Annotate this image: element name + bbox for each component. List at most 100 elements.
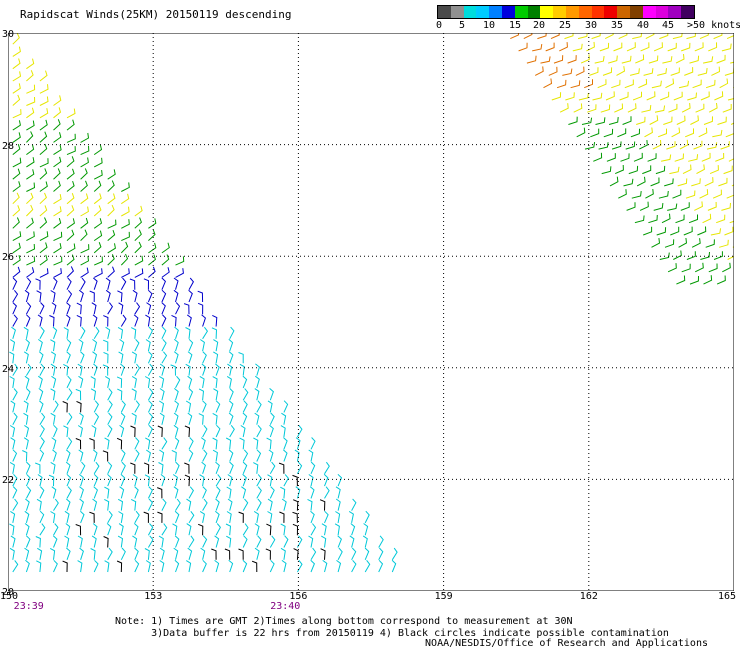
wind-barb xyxy=(116,437,123,450)
latitude-label: 30 xyxy=(2,29,15,40)
wind-barb xyxy=(253,510,259,523)
wind-barb xyxy=(120,473,126,487)
wind-barb xyxy=(26,267,35,278)
wind-barb xyxy=(703,116,713,125)
wind-barb xyxy=(173,277,179,290)
wind-barb xyxy=(682,164,692,175)
wind-barb xyxy=(280,486,286,499)
wind-barb xyxy=(660,154,672,162)
credit-line: NOAA/NESDIS/Office of Research and Appli… xyxy=(425,638,708,649)
wind-barb xyxy=(197,290,204,303)
wind-barb xyxy=(143,462,150,474)
wind-barb xyxy=(691,238,701,248)
wind-barb xyxy=(256,400,262,413)
wind-barb xyxy=(625,141,636,150)
wind-barb xyxy=(295,437,301,450)
wind-barb xyxy=(148,266,156,278)
longitude-label: 159 xyxy=(434,591,453,602)
wind-barb xyxy=(629,68,640,76)
wind-barb xyxy=(77,363,83,376)
colorbar-swatch xyxy=(629,6,643,18)
wind-barb xyxy=(9,523,15,536)
wind-barb xyxy=(23,437,29,450)
wind-barb xyxy=(157,511,163,523)
wind-barb xyxy=(201,461,206,474)
wind-barb xyxy=(200,437,206,450)
wind-barb xyxy=(53,277,58,290)
wind-barb xyxy=(130,327,137,339)
wind-barb xyxy=(228,338,234,352)
longitude-label: 162 xyxy=(579,591,598,602)
wind-barb xyxy=(92,523,98,536)
wind-barb xyxy=(213,388,219,401)
wind-barb xyxy=(66,168,75,180)
wind-barb xyxy=(133,523,139,536)
wind-barb xyxy=(148,254,156,266)
map-grid xyxy=(8,33,734,591)
wind-barb xyxy=(38,388,44,401)
wind-barb xyxy=(292,474,298,487)
wind-barb xyxy=(696,164,705,175)
wind-barb xyxy=(147,388,154,401)
wind-barb xyxy=(713,251,723,260)
wind-barb xyxy=(161,498,167,511)
wind-barb xyxy=(107,180,115,192)
map-title: Rapidscat Winds(25KM) 20150119 descendin… xyxy=(20,8,292,21)
wind-barb xyxy=(212,314,218,327)
wind-barb xyxy=(158,535,164,548)
wind-barb xyxy=(107,219,117,229)
colorbar-swatch xyxy=(553,6,566,18)
wind-barb xyxy=(9,461,15,474)
wind-barb xyxy=(686,33,697,40)
wind-barb xyxy=(292,511,298,523)
wind-barb xyxy=(320,548,326,560)
wind-barb xyxy=(570,80,581,89)
wind-barb xyxy=(684,67,694,76)
wind-barb xyxy=(671,127,681,138)
wind-barb xyxy=(161,302,166,315)
wind-barb xyxy=(335,511,341,523)
wind-barb xyxy=(12,449,18,462)
wind-barb xyxy=(79,547,84,560)
wind-barb xyxy=(310,559,315,573)
wind-barb xyxy=(159,388,165,401)
wind-barb xyxy=(89,511,95,523)
wind-barb xyxy=(675,54,685,64)
wind-barb xyxy=(26,131,34,143)
wind-barb xyxy=(92,277,98,290)
wind-barb xyxy=(664,239,675,248)
wind-barb xyxy=(50,363,56,376)
wind-barb xyxy=(134,437,140,450)
wind-barb xyxy=(202,424,208,438)
wind-barb xyxy=(700,91,710,101)
note-line-1: Note: 1) Times are GMT 2)Times along bot… xyxy=(115,616,573,627)
wind-barb xyxy=(53,180,61,192)
wind-barb xyxy=(657,68,667,76)
wind-barb xyxy=(48,474,55,487)
wind-barb xyxy=(161,289,167,303)
wind-barb xyxy=(723,165,733,175)
wind-barb xyxy=(118,523,124,536)
wind-barb xyxy=(65,461,71,474)
wind-barb xyxy=(26,217,34,229)
colorbar-label: 30 xyxy=(585,20,598,31)
wind-barb xyxy=(12,168,21,180)
wind-barb xyxy=(215,461,220,474)
wind-barb xyxy=(282,449,288,462)
colorbar-swatch xyxy=(642,6,656,18)
wind-barb xyxy=(50,290,56,303)
wind-barb xyxy=(645,188,654,199)
colorbar-swatch xyxy=(463,6,477,18)
wind-barb xyxy=(674,153,684,162)
wind-barb xyxy=(255,363,260,376)
wind-barb xyxy=(698,127,708,138)
wind-barb xyxy=(39,181,48,192)
wind-barb xyxy=(693,140,703,150)
wind-barb xyxy=(603,128,614,138)
wind-barb xyxy=(12,560,19,573)
wind-barb xyxy=(591,33,601,40)
wind-barb xyxy=(201,314,206,327)
wind-barb xyxy=(134,241,142,254)
wind-barb xyxy=(118,511,124,523)
wind-barb xyxy=(662,56,673,64)
